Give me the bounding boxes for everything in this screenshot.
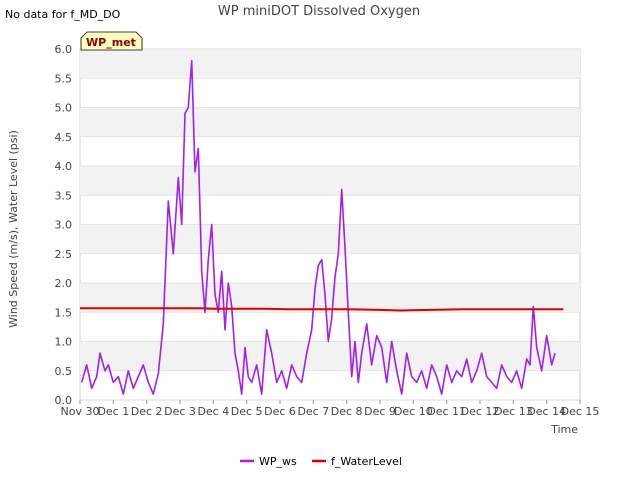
grid-band — [80, 107, 580, 137]
y-tick-label: 2.5 — [55, 248, 73, 261]
x-tick-label: Dec 3 — [164, 405, 196, 418]
badge-shape — [80, 31, 143, 51]
x-tick-label: Dec 7 — [297, 405, 329, 418]
badge-label: WP_met — [86, 36, 136, 49]
legend: WP_ws f_WaterLevel — [240, 455, 402, 468]
y-axis-ticks: 0.0 0.5 1.0 1.5 2.0 2.5 3.0 3.5 4.0 4.5 5.0 5.5 6.0 — [55, 43, 73, 407]
x-axis-label: Time — [550, 423, 578, 436]
chart-title: WP miniDOT Dissolved Oxygen — [218, 4, 420, 19]
x-tick-label: Dec 9 — [364, 405, 396, 418]
x-tick-label: Dec 12 — [461, 405, 500, 418]
y-tick-label: 1.0 — [55, 336, 73, 349]
y-tick-label: 0.5 — [55, 365, 73, 378]
y-tick-label: 4.5 — [55, 131, 73, 144]
y-axis-label: Wind Speed (m/s), Water Level (psi) — [7, 130, 20, 328]
x-tick-label: Dec 5 — [231, 405, 263, 418]
legend-label: WP_ws — [259, 455, 297, 468]
y-tick-label: 5.0 — [55, 102, 73, 115]
series-line-f-waterlevel — [80, 307, 564, 312]
plot-background — [79, 48, 581, 401]
y-tick-label: 1.5 — [55, 306, 73, 319]
series-layer — [80, 59, 564, 395]
grid-band — [80, 166, 580, 196]
no-data-note: No data for f_MD_DO — [5, 8, 121, 21]
x-tick-label: Dec 1 — [97, 405, 129, 418]
x-tick-label: Dec 13 — [494, 405, 533, 418]
grid-band — [80, 49, 580, 79]
badge: WP_met — [80, 31, 143, 51]
x-tick-label: Nov 30 — [61, 405, 100, 418]
x-tick-label: Dec 14 — [527, 405, 566, 418]
grid-band — [80, 224, 580, 254]
legend-label: f_WaterLevel — [331, 455, 402, 468]
y-tick-label: 6.0 — [55, 43, 73, 56]
x-tick-label: Dec 4 — [197, 405, 229, 418]
y-tick-label: 3.5 — [55, 189, 73, 202]
x-tick-label: Dec 8 — [331, 405, 363, 418]
grid-band — [80, 341, 580, 371]
x-tick-label: Dec 11 — [427, 405, 466, 418]
x-tick-label: Dec 6 — [264, 405, 296, 418]
y-tick-label: 3.0 — [55, 219, 73, 232]
x-tick-label: Dec 2 — [131, 405, 163, 418]
y-tick-label: 4.0 — [55, 160, 73, 173]
y-tick-label: 0.0 — [55, 394, 73, 407]
y-tick-label: 2.0 — [55, 277, 73, 290]
y-tick-label: 5.5 — [55, 72, 73, 85]
x-tick-label: Dec 15 — [561, 405, 600, 418]
x-tick-label: Dec 10 — [394, 405, 433, 418]
